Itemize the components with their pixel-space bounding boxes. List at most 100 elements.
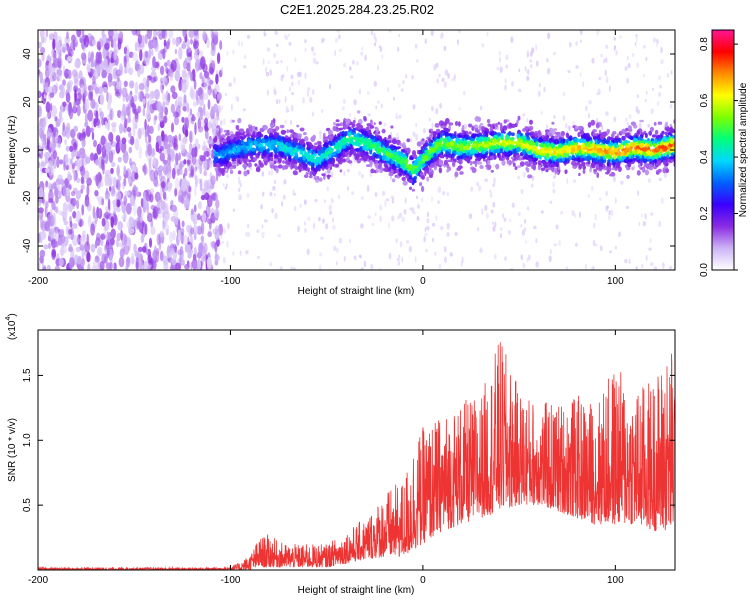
heatmap-cell: [79, 166, 84, 172]
heatmap-cell: [189, 248, 194, 255]
heatmap-cell: [313, 176, 319, 181]
heatmap-cell: [585, 263, 587, 270]
heatmap-cell: [594, 213, 597, 221]
heatmap-cell: [490, 169, 494, 173]
heatmap-cell: [526, 75, 530, 82]
heatmap-cell: [596, 117, 599, 124]
heatmap-cell: [410, 138, 413, 143]
heatmap-cell: [308, 175, 313, 179]
heatmap-cell: [143, 166, 149, 175]
heatmap-cell: [319, 154, 324, 158]
heatmap-cell: [213, 31, 219, 38]
heatmap-cell: [105, 142, 112, 154]
heatmap-cell: [47, 214, 51, 228]
heatmap-cell: [439, 102, 443, 109]
heatmap-cell: [63, 220, 69, 226]
heatmap-cell: [256, 255, 261, 260]
heatmap-cell: [330, 197, 334, 204]
heatmap-cell: [64, 36, 70, 44]
heatmap-cell: [172, 37, 176, 46]
heatmap-cell: [409, 186, 412, 190]
heatmap-cell: [326, 186, 329, 192]
heatmap-cell: [464, 137, 469, 140]
heatmap-cell: [237, 170, 242, 175]
heatmap-cell: [56, 156, 60, 169]
heatmap-cell: [468, 213, 473, 220]
heatmap-cell: [47, 198, 54, 204]
heatmap-cell: [270, 169, 274, 176]
heatmap-cell: [145, 50, 149, 59]
heatmap-cell: [570, 141, 575, 146]
heatmap-cell: [553, 243, 558, 247]
heatmap-cell: [286, 129, 290, 134]
heatmap-cell: [669, 265, 672, 270]
heatmap-cell: [116, 232, 121, 242]
heatmap-cell: [137, 91, 143, 102]
heatmap-cell: [48, 242, 51, 249]
heatmap-cell: [238, 194, 242, 201]
heatmap-cell: [41, 161, 47, 167]
heatmap-cell: [73, 100, 77, 113]
heatmap-cell: [266, 148, 270, 154]
heatmap-cell: [577, 156, 581, 163]
heatmap-cell: [485, 152, 488, 156]
heatmap-cell: [249, 130, 253, 134]
heatmap-cell: [270, 119, 274, 126]
heatmap-cell: [495, 123, 499, 127]
heatmap-cell: [478, 124, 482, 131]
heatmap-cell: [660, 46, 663, 54]
heatmap-cell: [264, 219, 268, 223]
heatmap-cell: [574, 213, 577, 218]
heatmap-cell: [431, 196, 433, 203]
heatmap-cell: [213, 156, 219, 162]
heatmap-cell: [552, 189, 556, 194]
heatmap-cell: [424, 232, 428, 237]
heatmap-cell: [191, 147, 196, 158]
heatmap-cell: [566, 150, 569, 154]
heatmap-cell: [335, 261, 338, 266]
heatmap-cell: [192, 212, 198, 225]
heatmap-cell: [38, 198, 42, 207]
heatmap-cell: [66, 187, 71, 197]
heatmap-cell: [162, 76, 167, 82]
heatmap-cell: [548, 255, 552, 263]
heatmap-cell: [645, 254, 648, 262]
heatmap-cell: [118, 30, 123, 39]
heatmap-cell: [525, 240, 527, 244]
heatmap-cell: [123, 55, 127, 68]
heatmap-cell: [40, 46, 46, 54]
heatmap-cell: [261, 224, 264, 229]
heatmap-cell: [518, 157, 522, 161]
heatmap-cell: [265, 71, 270, 77]
heatmap-cell: [96, 65, 101, 74]
heatmap-cell: [374, 132, 379, 136]
heatmap-cell: [112, 199, 117, 205]
heatmap-cell: [585, 105, 588, 112]
heatmap-cell: [268, 170, 271, 176]
heatmap-cell: [76, 236, 80, 246]
heatmap-cell: [518, 68, 521, 73]
heatmap-cell: [304, 199, 307, 206]
heatmap-cell: [143, 163, 147, 176]
heatmap-cell: [203, 242, 208, 255]
heatmap-cell: [181, 220, 185, 228]
heatmap-cell: [228, 140, 232, 145]
heatmap-cell: [107, 198, 111, 210]
heatmap-cell: [499, 125, 503, 132]
heatmap-cell: [98, 86, 103, 95]
heatmap-cell: [430, 30, 434, 36]
heatmap-cell: [38, 233, 41, 244]
heatmap-cell: [657, 168, 662, 173]
heatmap-cell: [352, 120, 356, 124]
heatmap-cell: [120, 229, 123, 241]
heatmap-cell: [38, 69, 41, 75]
heatmap-cell: [271, 208, 274, 214]
heatmap-cell: [615, 50, 618, 56]
heatmap-cell: [282, 194, 286, 200]
heatmap-cell: [365, 164, 371, 168]
heatmap-cell: [390, 195, 394, 200]
heatmap-cell: [558, 240, 561, 247]
heatmap-cell: [282, 160, 286, 164]
heatmap-cell: [452, 161, 456, 166]
heatmap-cell: [669, 124, 673, 127]
